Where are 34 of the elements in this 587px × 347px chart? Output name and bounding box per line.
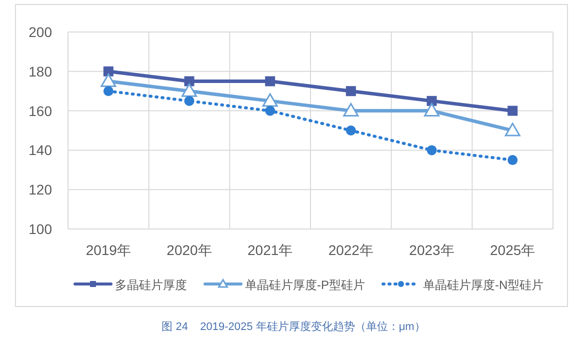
- legend-label: 多晶硅片厚度: [115, 278, 187, 292]
- legend-label: 单晶硅片厚度-N型硅片: [423, 278, 544, 292]
- y-tick-label: 200: [28, 24, 52, 40]
- point: [184, 76, 194, 86]
- point: [262, 93, 278, 107]
- point: [346, 126, 356, 136]
- y-tick-label: 180: [28, 63, 52, 80]
- point: [103, 66, 114, 76]
- point: [424, 103, 440, 117]
- x-tick-label: 2021年: [248, 242, 293, 258]
- x-tick-label: 2023年: [409, 242, 454, 258]
- y-tick-label: 160: [28, 102, 52, 119]
- point: [100, 74, 116, 87]
- x-tick-label: 2020年: [166, 242, 212, 258]
- x-tick-label: 2022年: [328, 242, 374, 258]
- point: [103, 86, 114, 96]
- point: [508, 106, 518, 116]
- point: [346, 86, 356, 96]
- x-tick-label: 2025年: [490, 242, 536, 258]
- point: [343, 103, 359, 117]
- point: [265, 106, 276, 116]
- point: [182, 83, 197, 97]
- point: [426, 96, 437, 106]
- caption: 图 24 2019-2025 年硅片厚度变化趋势（单位：μm）: [162, 321, 426, 333]
- point: [508, 155, 518, 166]
- x-tick-label: 2019年: [86, 242, 131, 258]
- point: [265, 76, 276, 86]
- y-tick-label: 100: [28, 221, 52, 237]
- legend-label: 单晶硅片厚度-P型硅片: [245, 278, 365, 292]
- point: [184, 96, 194, 106]
- y-tick-label: 120: [28, 182, 52, 198]
- y-tick-label: 140: [28, 142, 52, 158]
- point: [504, 122, 520, 136]
- point: [426, 145, 437, 156]
